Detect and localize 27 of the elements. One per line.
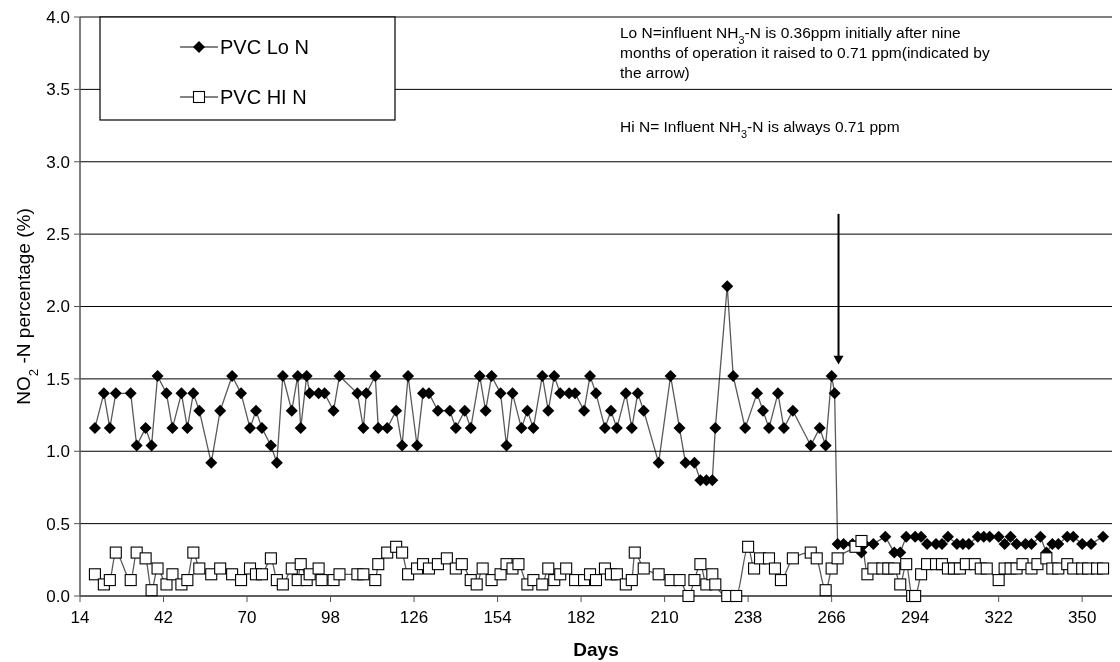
y-tick-label: 2.5 — [46, 225, 70, 245]
x-tick-label: 154 — [483, 608, 512, 627]
x-tick-label: 182 — [566, 608, 596, 627]
x-tick-label: 70 — [237, 608, 257, 627]
x-tick-label: 126 — [399, 608, 429, 627]
y-tick-label: 3.5 — [46, 80, 70, 100]
annotation: Hi N= Influent NH$_{3}$-N is always 0.71 ppm — [620, 118, 900, 140]
x-tick-label: 266 — [817, 608, 846, 627]
legend-label: PVC HI N — [220, 86, 307, 108]
annotation: Lo N=influent NH$_{3}$-N is 0.36ppm initially after nine months of operation it raised to 0.71 ppm(indicated by the arrow) — [620, 24, 990, 81]
y-tick-label: 3.0 — [46, 152, 70, 172]
y-tick-label: 1.5 — [46, 369, 70, 389]
y-tick-label: 4.0 — [46, 7, 70, 27]
x-tick-label: 322 — [984, 608, 1013, 627]
x-tick-label: 98 — [321, 608, 340, 627]
y-tick-label: 0.5 — [46, 514, 70, 534]
legend-label: PVC Lo N — [220, 36, 309, 58]
x-tick-label: 210 — [650, 608, 679, 627]
x-tick-label: 42 — [154, 608, 173, 627]
x-tick-label: 238 — [733, 608, 763, 627]
x-axis-title: Days — [573, 639, 619, 660]
y-tick-label: 1.0 — [46, 442, 70, 462]
x-tick-label: 350 — [1067, 608, 1097, 627]
x-tick-label: 14 — [70, 608, 90, 627]
x-tick-label: 294 — [900, 608, 930, 627]
y-tick-label: 0.0 — [46, 586, 70, 606]
y-tick-label: 2.0 — [46, 297, 70, 317]
